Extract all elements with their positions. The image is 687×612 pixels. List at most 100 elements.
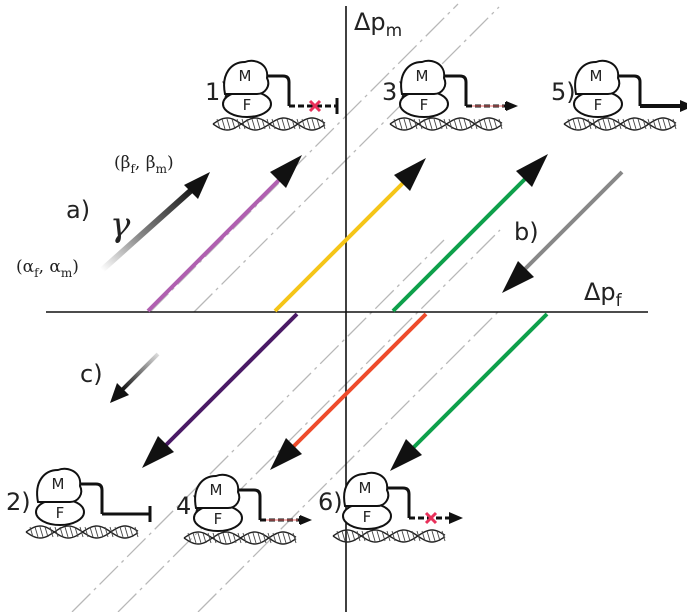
dna-rung xyxy=(393,118,398,130)
protein-f-label: F xyxy=(56,504,65,522)
dna-rung xyxy=(277,532,282,544)
protein-f-label: F xyxy=(594,96,603,114)
dna-helix xyxy=(183,531,297,545)
dna-rung xyxy=(291,118,296,130)
dna-rung xyxy=(257,532,262,544)
dna-rung xyxy=(129,526,134,538)
protein-f-label: F xyxy=(363,508,372,526)
dna-rung xyxy=(627,118,632,130)
protein-m xyxy=(194,473,241,509)
dna-rung xyxy=(341,530,346,542)
dna-rung xyxy=(376,530,381,542)
dna-rung xyxy=(74,526,79,538)
dna-rung xyxy=(226,118,231,130)
dna-rung xyxy=(672,118,677,130)
dna-rung xyxy=(236,118,241,130)
dna-rung xyxy=(246,118,251,130)
protein-m-label: M xyxy=(590,67,603,85)
dna-rung xyxy=(237,532,242,544)
dna-rung xyxy=(647,118,652,130)
activation-arrowhead xyxy=(449,512,463,524)
gamma-arrow-shaft xyxy=(100,183,198,273)
regulation-link xyxy=(238,488,262,520)
dna-rung xyxy=(567,118,572,130)
complexes: 1) FM2) FM3) FM4) FM5) FM6)FM xyxy=(6,59,687,545)
activation-arrowhead xyxy=(300,515,312,525)
dna-rung xyxy=(49,526,54,538)
dna-rung xyxy=(29,526,34,538)
dna-rung xyxy=(453,118,458,130)
dna-rung xyxy=(426,530,431,542)
dna-helix xyxy=(389,117,503,131)
dna-rung xyxy=(187,532,192,544)
dna-rung xyxy=(572,118,577,130)
protein-m xyxy=(574,59,621,95)
guide-line-1 xyxy=(149,3,459,313)
dna-rung xyxy=(267,532,272,544)
dna-rung xyxy=(602,118,607,130)
arrow-red xyxy=(288,312,428,452)
dna-rung xyxy=(311,118,316,130)
dna-rung xyxy=(227,532,232,544)
dna-helix xyxy=(25,525,139,539)
dna-rung xyxy=(287,532,292,544)
dna-rung xyxy=(64,526,69,538)
dna-rung xyxy=(251,118,256,130)
dna-rung xyxy=(498,118,503,130)
dna-rung xyxy=(89,526,94,538)
trajectory-arrows xyxy=(142,154,624,471)
arrowhead-purple-dark xyxy=(142,436,174,468)
arrowhead-purple-light xyxy=(270,155,302,188)
regulation-link xyxy=(387,486,411,518)
dna-rung xyxy=(411,530,416,542)
dna-rung xyxy=(232,532,237,544)
dna-rung xyxy=(296,118,301,130)
c-arrowhead xyxy=(110,383,129,403)
dna-rung xyxy=(242,532,247,544)
dna-rung xyxy=(34,526,39,538)
dna-rung xyxy=(262,532,267,544)
dna-rung xyxy=(124,526,129,538)
complex-1: 1) FM xyxy=(205,59,339,131)
dna-helix xyxy=(563,117,677,131)
complex-2-label: 2) xyxy=(6,488,31,516)
arrowhead-red xyxy=(270,438,302,470)
start-point-label: (αf, αm) xyxy=(16,257,79,280)
dna-rung xyxy=(398,118,403,130)
dna-rung xyxy=(406,530,411,542)
protein-m-label: M xyxy=(239,67,252,85)
dna-rung xyxy=(216,118,221,130)
dna-rung xyxy=(443,118,448,130)
dna-rung xyxy=(418,118,423,130)
dna-helix xyxy=(332,529,446,543)
gamma-arrowhead xyxy=(184,172,210,199)
complex-3: 3) FM xyxy=(382,59,518,131)
arrowhead-yellow xyxy=(394,158,426,191)
protein-f-label: F xyxy=(420,96,429,114)
dna-rung xyxy=(587,118,592,130)
protein-m xyxy=(36,467,83,503)
dna-rung xyxy=(468,118,473,130)
dna-rung xyxy=(301,118,306,130)
dna-rung xyxy=(438,118,443,130)
blocked-cross-icon xyxy=(424,511,438,525)
dna-rung xyxy=(44,526,49,538)
guide-line-4 xyxy=(117,229,501,612)
dna-rung xyxy=(637,118,642,130)
protein-f-label: F xyxy=(243,96,252,114)
dna-rung xyxy=(366,530,371,542)
complex-5-label: 5) xyxy=(551,78,576,106)
legend-c-label: c) xyxy=(80,360,103,388)
complex-2: 2) FM xyxy=(6,467,152,539)
dna-rung xyxy=(493,118,498,130)
dna-rung xyxy=(247,532,252,544)
dna-rung xyxy=(483,118,488,130)
dna-rung xyxy=(577,118,582,130)
dna-rung xyxy=(109,526,114,538)
complex-4: 4) FM xyxy=(176,473,312,545)
dna-rung xyxy=(336,530,341,542)
dna-rung xyxy=(217,532,222,544)
dna-rung xyxy=(119,526,124,538)
